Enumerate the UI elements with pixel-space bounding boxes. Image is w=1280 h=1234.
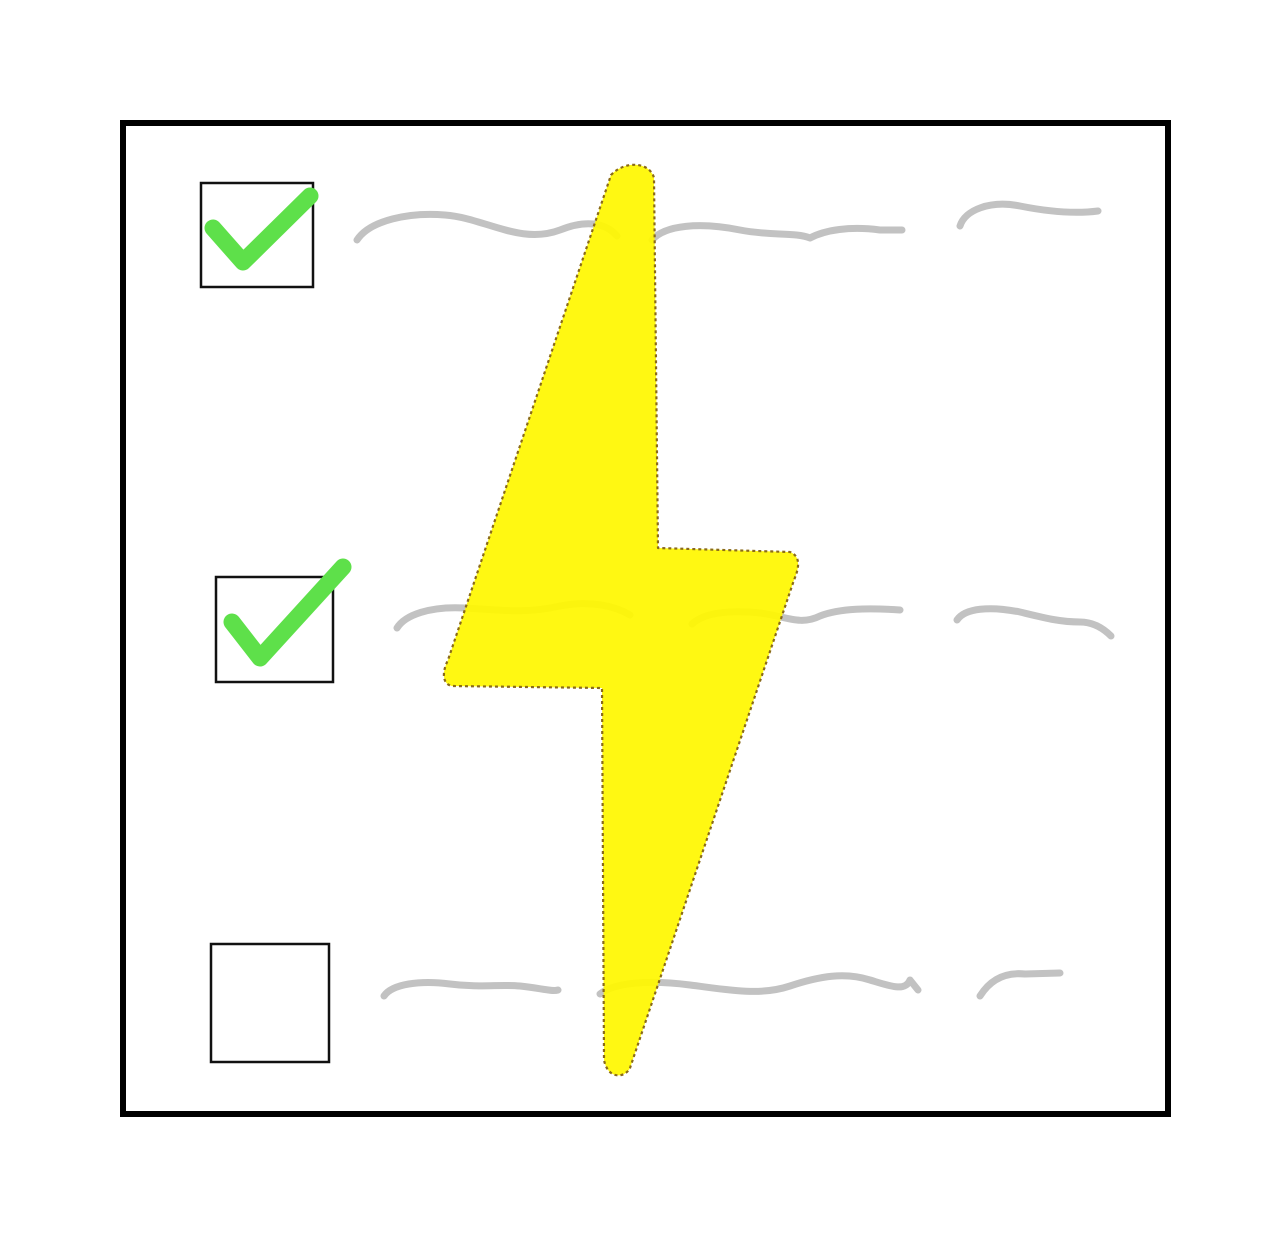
checklist-item[interactable] [214,558,1115,684]
checkmark-icon [223,558,352,667]
placeholder-text-line [353,200,1102,244]
checkbox[interactable] [209,942,331,1064]
checklist-item[interactable] [199,181,1102,289]
checkmark-icon [204,187,319,271]
lightning-bolt-icon [442,163,800,1077]
